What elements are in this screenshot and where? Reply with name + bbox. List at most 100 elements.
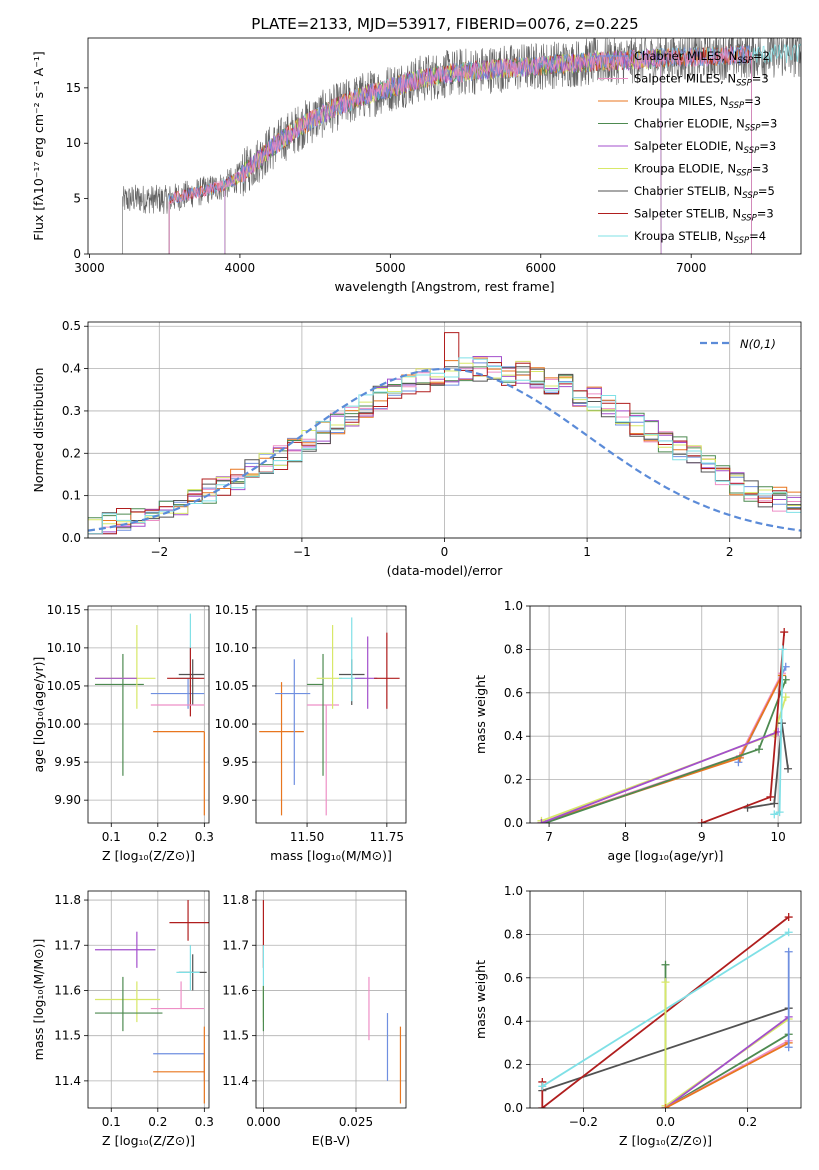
y-tick-label: 15 — [66, 81, 81, 95]
y-tick-label: 1.0 — [504, 599, 523, 613]
histogram-salpeter_stelib — [88, 332, 801, 538]
y-tick-label: 0.1 — [62, 489, 81, 503]
weight-marker-kroupa_stelib — [775, 808, 784, 817]
x-axis-label: mass [log₁₀(M/M⊙)] — [270, 848, 392, 863]
x-tick-label: 0.2 — [738, 1115, 757, 1129]
axes-frame — [255, 605, 407, 824]
weight-marker-chabrier_stelib — [784, 764, 793, 773]
axes-frame — [255, 890, 407, 1109]
x-tick-label: 2 — [726, 545, 734, 559]
weight-marker-kroupa_stelib — [778, 645, 787, 654]
y-tick-label: 11.5 — [222, 1029, 249, 1043]
legend-text: Kroupa ELODIE, N — [634, 162, 736, 176]
y-tick-label: 9.95 — [222, 755, 249, 769]
axes-frame — [87, 890, 210, 1109]
legend-count: =3 — [752, 72, 769, 86]
mass-vs-ebv-panel: 0.000 0.025 11.4 11.5 11.6 11.7 11.8 E(B-V) — [222, 890, 407, 1148]
histogram-steps — [88, 332, 801, 538]
weight-line-chabrier_elodie — [545, 679, 787, 823]
legend-label-kroupa_miles: Kroupa MILES, NSSP=3 — [634, 94, 761, 111]
legend-subscript: SSP — [737, 56, 753, 66]
legend-label-normal: N(0,1) — [740, 337, 776, 351]
x-tick-label: 4000 — [225, 261, 256, 275]
y-tick-label: 11.4 — [54, 1074, 81, 1088]
y-tick-label: 10 — [66, 136, 81, 150]
x-tick-label: −2 — [150, 545, 168, 559]
x-tick-label: 0.1 — [102, 830, 121, 844]
x-tick-label: 6000 — [525, 261, 556, 275]
y-axis-label: mass weight — [473, 675, 488, 754]
legend-count: =3 — [744, 94, 761, 108]
spectrum-panel: 3000 4000 5000 6000 7000 0 5 10 15 wavelength [An… — [31, 37, 802, 294]
legend-count: =3 — [760, 117, 777, 131]
weight-marker-kroupa_elodie — [661, 978, 670, 987]
legend-label-salpeter_stelib: Salpeter STELIB, NSSP=3 — [634, 207, 774, 224]
y-tick-label: 0.2 — [62, 446, 81, 460]
y-tick-label: 10.05 — [215, 679, 249, 693]
age-vs-z-panel: 0.1 0.2 0.3 9.90 9.95 10.00 10.05 10.10 10.15 Z [… — [31, 603, 214, 863]
y-tick-label: 11.8 — [54, 893, 81, 907]
weight-line-chabrier_stelib — [747, 723, 789, 809]
weight-marker-salpeter_elodie — [537, 819, 546, 823]
x-axis-label: E(B-V) — [312, 1133, 351, 1148]
x-tick-label: 0 — [441, 545, 449, 559]
x-tick-label: 0.2 — [148, 1115, 167, 1129]
y-tick-label: 0.8 — [504, 927, 523, 941]
y-tick-label: 10.15 — [47, 603, 81, 617]
x-tick-label: 8 — [622, 830, 630, 844]
y-tick-label: 0.0 — [504, 1101, 523, 1115]
weight-line-salpeter_stelib — [541, 916, 790, 1108]
legend-label-salpeter_elodie: Salpeter ELODIE, NSSP=3 — [634, 139, 776, 156]
weight-lines — [537, 628, 793, 823]
y-tick-label: 5 — [73, 192, 81, 206]
x-tick-label: 9 — [698, 830, 706, 844]
y-tick-label: 9.95 — [54, 755, 81, 769]
y-tick-label: 0.4 — [62, 362, 81, 376]
y-tick-label: 10.00 — [47, 717, 81, 731]
weight-marker-kroupa_stelib — [770, 810, 779, 819]
legend-subscript: SSP — [736, 79, 752, 89]
error-bars — [262, 900, 402, 1104]
y-tick-label: 0.6 — [504, 686, 523, 700]
y-tick-label: 10.15 — [215, 603, 249, 617]
normal-curve — [88, 367, 801, 532]
weight-line-chabrier_elodie — [664, 964, 790, 1108]
x-tick-label: 0.3 — [195, 830, 214, 844]
weight-marker-chabrier_elodie — [781, 675, 790, 684]
y-tick-label: 0.2 — [504, 773, 523, 787]
y-tick-label: 0.0 — [62, 531, 81, 545]
x-tick-label: 11.75 — [370, 830, 404, 844]
legend-text: Chabrier STELIB, N — [634, 184, 742, 198]
weight-line-salpeter_elodie — [664, 1016, 790, 1108]
age-vs-mass-panel: 11.50 11.75 9.90 9.95 10.00 10.05 10.10 10.15 ma… — [215, 603, 407, 863]
legend-subscript: SSP — [745, 124, 761, 134]
y-axis-label: Flux [fλ10⁻¹⁷ erg cm⁻² s⁻¹ A⁻¹] — [31, 51, 46, 240]
y-tick-label: 11.6 — [54, 983, 81, 997]
histogram-kroupa_stelib — [88, 357, 801, 538]
histogram-panel: −2 −1 0 1 2 0.0 0.1 0.2 0.3 0.4 0.5 (data-model)/er… — [31, 319, 802, 578]
weight-vs-age-panel: 7 8 9 10 0.0 0.2 0.4 0.6 0.8 1.0 age [log₁₀(age/yr… — [473, 599, 802, 863]
legend-count: =3 — [759, 139, 776, 153]
x-tick-label: 0.025 — [339, 1115, 373, 1129]
y-tick-label: 10.10 — [215, 641, 249, 655]
weight-marker-kroupa_miles — [661, 1104, 670, 1108]
legend-text: Kroupa MILES, N — [634, 94, 729, 108]
mass-vs-z-panel: 0.1 0.2 0.3 11.4 11.5 11.6 11.7 11.8 Z [log₁₀(Z/… — [31, 890, 214, 1148]
y-tick-label: 9.90 — [54, 793, 81, 807]
weight-marker-salpeter_stelib — [780, 628, 789, 637]
legend-subscript: SSP — [729, 101, 745, 111]
legend-text: Salpeter MILES, N — [634, 72, 736, 86]
axes-frame — [87, 37, 802, 255]
y-axis-label: age [log₁₀(age/yr)] — [31, 657, 46, 773]
x-tick-label: 0.000 — [246, 1115, 280, 1129]
y-tick-label: 11.4 — [222, 1074, 249, 1088]
legend-count: =3 — [752, 162, 769, 176]
weight-line-kroupa_elodie — [541, 696, 787, 822]
legend-text: Chabrier ELODIE, N — [634, 117, 745, 131]
weight-marker-chabrier_elodie — [755, 745, 764, 754]
y-tick-label: 10.00 — [215, 717, 249, 731]
legend-label-kroupa_elodie: Kroupa ELODIE, NSSP=3 — [634, 162, 769, 179]
weight-marker-kroupa_elodie — [781, 693, 790, 702]
